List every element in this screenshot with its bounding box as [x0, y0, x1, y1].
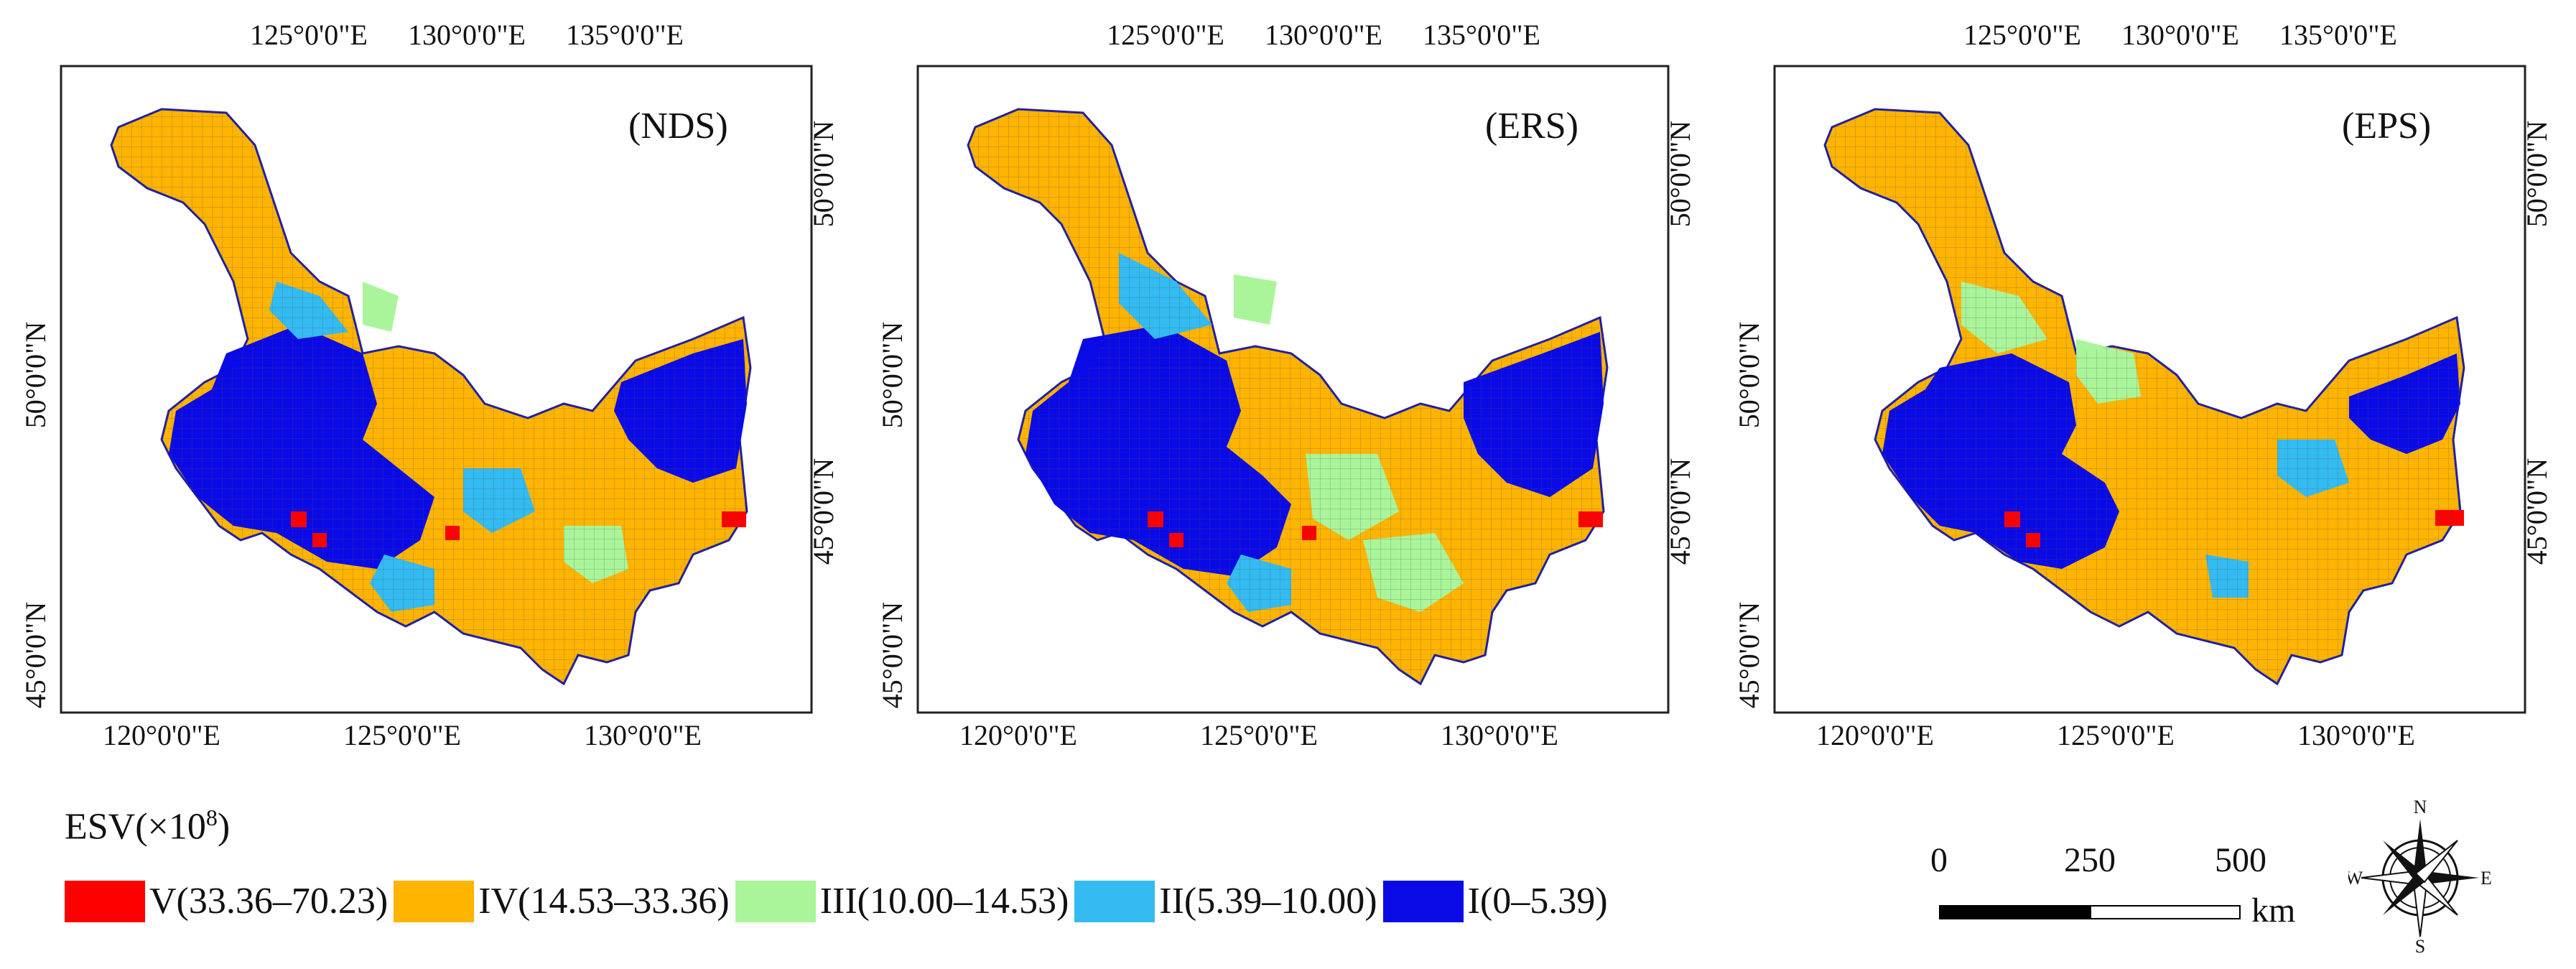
legend-item-ii: II(5.39–10.00) [1074, 880, 1377, 922]
scale-tick-label: 250 [2064, 841, 2116, 879]
bottom-tick-label: 125°0'0"E [1200, 719, 1318, 751]
region-map [110, 108, 752, 686]
legend-label: II(5.39–10.00) [1159, 881, 1377, 922]
bottom-tick-label: 120°0'0"E [1816, 719, 1934, 751]
top-tick-label: 135°0'0"E [566, 19, 684, 51]
legend-label: I(0–5.39) [1467, 881, 1608, 922]
map-panels: (NDS) 125°0'0"E 130°0'0"E 135°0'0"E 120°… [19, 19, 2553, 751]
top-tick-label: 130°0'0"E [2121, 19, 2239, 51]
left-tick-label: 50°0'0"N [19, 322, 52, 428]
right-tick-label: 45°0'0"N [2521, 458, 2553, 565]
scale-tick-label: 0 [1930, 841, 1948, 879]
legend-label: IV(14.53–33.36) [478, 881, 730, 922]
legend-item-iv: IV(14.53–33.36) [394, 880, 730, 922]
right-tick-label: 50°0'0"N [807, 121, 840, 227]
legend-item-v: V(33.36–70.23) [65, 880, 388, 922]
bottom-tick-label: 130°0'0"E [1441, 719, 1558, 751]
legend-item-iii: III(10.00–14.53) [735, 880, 1069, 922]
compass-rose-icon: N S E W [2348, 797, 2492, 955]
scale-bar-white-segment [2090, 905, 2241, 919]
legend-label: V(33.36–70.23) [149, 881, 389, 922]
map-panel-eps: (EPS) 125°0'0"E 130°0'0"E 135°0'0"E 120°… [1733, 19, 2553, 751]
left-tick-label: 45°0'0"N [876, 602, 908, 708]
legend-title: ESV(×108) [65, 805, 231, 848]
legend-swatch [735, 880, 816, 922]
scale-unit: km [2251, 891, 2296, 929]
bottom-tick-label: 120°0'0"E [103, 719, 220, 751]
scale-bar: 0 250 500 km [1925, 840, 2298, 941]
top-tick-label: 125°0'0"E [1107, 19, 1224, 51]
legend-swatch [1074, 880, 1156, 922]
compass-east: E [2480, 868, 2492, 889]
legend-swatch [1382, 880, 1464, 922]
top-tick-label: 135°0'0"E [1423, 19, 1540, 51]
left-tick-label: 45°0'0"N [19, 602, 52, 708]
scale-tick-label: 500 [2215, 841, 2266, 879]
right-tick-label: 45°0'0"N [1664, 458, 1696, 565]
legend-items: V(33.36–70.23) IV(14.53–33.36) III(10.00… [65, 880, 1614, 922]
bottom-tick-label: 130°0'0"E [584, 719, 702, 751]
bottom-tick-label: 125°0'0"E [343, 719, 461, 751]
panel-label: (ERS) [1485, 106, 1578, 147]
top-tick-label: 130°0'0"E [1265, 19, 1382, 51]
right-tick-label: 50°0'0"N [1664, 121, 1696, 227]
compass-west: W [2348, 868, 2363, 889]
region-map [1823, 108, 2465, 686]
region-map [967, 108, 1609, 686]
map-panel-ers: (ERS) 125°0'0"E 130°0'0"E 135°0'0"E 120°… [876, 19, 1696, 751]
legend-swatch [394, 880, 475, 922]
panel-label: (EPS) [2342, 106, 2431, 147]
legend-label: III(10.00–14.53) [819, 881, 1069, 922]
bottom-tick-label: 130°0'0"E [2297, 719, 2415, 751]
left-tick-label: 50°0'0"N [876, 322, 908, 428]
esv-legend: ESV(×108) V(33.36–70.23) IV(14.53–33.36)… [65, 805, 1860, 955]
top-tick-label: 125°0'0"E [250, 19, 368, 51]
bottom-tick-label: 120°0'0"E [959, 719, 1077, 751]
compass-north: N [2414, 797, 2427, 817]
bottom-tick-label: 125°0'0"E [2057, 719, 2175, 751]
top-tick-label: 130°0'0"E [408, 19, 526, 51]
left-tick-label: 45°0'0"N [1733, 602, 1765, 708]
right-tick-label: 45°0'0"N [807, 458, 840, 565]
scale-bar-black-segment [1939, 905, 2090, 919]
panel-label: (NDS) [628, 106, 728, 147]
right-tick-label: 50°0'0"N [2521, 121, 2553, 227]
left-tick-label: 50°0'0"N [1733, 322, 1765, 428]
legend-item-i: I(0–5.39) [1382, 880, 1608, 922]
map-panel-nds: (NDS) 125°0'0"E 130°0'0"E 135°0'0"E 120°… [19, 19, 840, 751]
top-tick-label: 135°0'0"E [2279, 19, 2397, 51]
legend-swatch [65, 880, 145, 922]
compass-south: S [2415, 936, 2425, 955]
top-tick-label: 125°0'0"E [1963, 19, 2081, 51]
